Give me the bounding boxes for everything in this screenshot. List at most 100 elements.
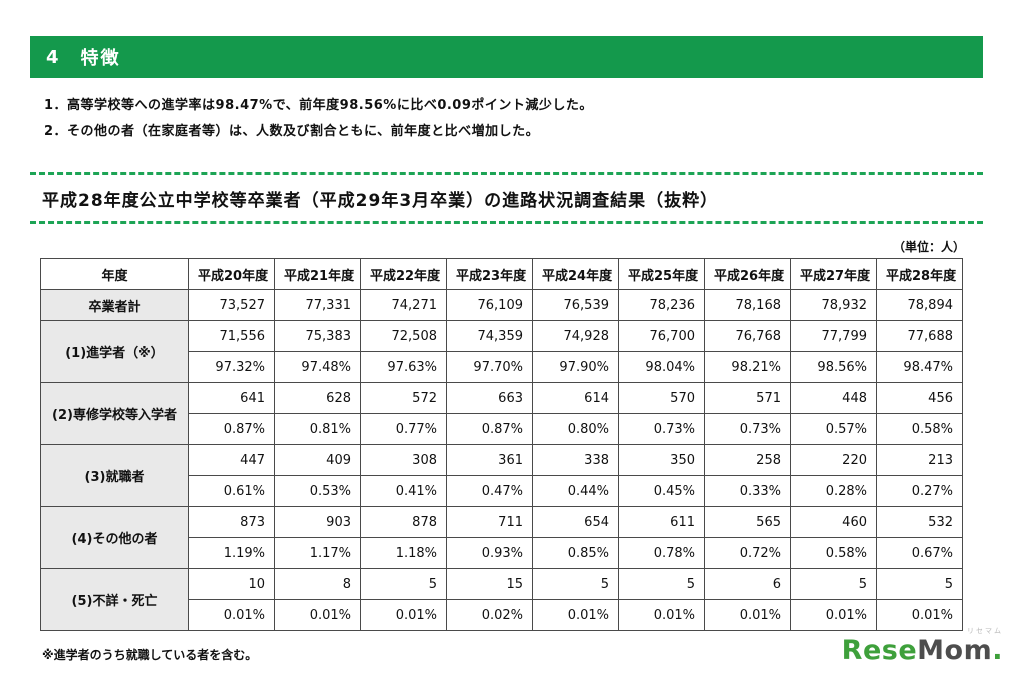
percent-cell: 0.33% [704,475,791,507]
count-cell: 15 [446,568,533,600]
year-column-header: 平成20年度 [188,258,275,290]
count-cell: 903 [274,506,361,538]
percent-cell: 98.47% [876,351,963,383]
note-line-1: 1．高等学校等への進学率は98.47%で、前年度98.56%に比べ0.09ポイン… [44,98,593,113]
footnote: ※進学者のうち就職している者を含む。 [42,648,258,662]
count-cell: 532 [876,506,963,538]
count-cell: 76,768 [704,320,791,352]
percent-cell: 0.67% [876,537,963,569]
percent-cell: 1.19% [188,537,275,569]
count-cell: 6 [704,568,791,600]
logo-dot: . [992,635,1003,666]
table-row: (4)その他の者 873 903 878 711 654 611 565 460 532 [40,506,963,569]
percent-cell: 97.48% [274,351,361,383]
count-cell: 611 [618,506,705,538]
percent-cell: 0.87% [446,413,533,445]
count-cell: 878 [360,506,447,538]
percent-cell: 0.27% [876,475,963,507]
notes-block: 1．高等学校等への進学率は98.47%で、前年度98.56%に比べ0.09ポイン… [44,93,973,145]
unit-label: （単位：人） [892,240,965,254]
percent-cell: 0.58% [790,537,877,569]
percent-cell: 0.73% [704,413,791,445]
count-cell: 258 [704,444,791,476]
percent-cell: 0.41% [360,475,447,507]
count-cell: 663 [446,382,533,414]
percent-cell: 0.01% [618,599,705,631]
percent-cell: 0.01% [790,599,877,631]
resemom-logo: リセマム ReseMom. [842,627,1003,666]
count-cell: 78,932 [790,289,877,321]
logo-part-rese: Rese [841,635,918,666]
count-cell: 76,539 [532,289,619,321]
count-cell: 77,799 [790,320,877,352]
percent-cell: 0.44% [532,475,619,507]
count-cell: 77,331 [274,289,361,321]
percent-cell: 0.77% [360,413,447,445]
row-label: (2)専修学校等入学者 [40,382,189,445]
percent-cell: 0.57% [790,413,877,445]
year-column-header: 平成24年度 [532,258,619,290]
percent-cell: 0.02% [446,599,533,631]
count-cell: 654 [532,506,619,538]
percent-cell: 0.80% [532,413,619,445]
count-cell: 456 [876,382,963,414]
percent-cell: 0.01% [360,599,447,631]
count-cell: 74,271 [360,289,447,321]
percent-cell: 0.87% [188,413,275,445]
year-column-header: 平成23年度 [446,258,533,290]
table-row: 97.32% 97.48% 97.63% 97.70% 97.90% 98.04% 98.2… [41,351,963,383]
count-cell: 460 [790,506,877,538]
logo-small-text: リセマム [967,627,1003,635]
year-column-header: 平成22年度 [360,258,447,290]
count-cell: 10 [188,568,275,600]
logo-text: ReseMom. [842,635,1003,666]
table-header-row: 年度 平成20年度 平成21年度 平成22年度 平成23年度 平成24年度 平成25年度 平成… [40,258,963,290]
count-cell: 571 [704,382,791,414]
percent-cell: 98.04% [618,351,705,383]
count-cell: 447 [188,444,275,476]
count-cell: 565 [704,506,791,538]
count-cell: 5 [532,568,619,600]
count-cell: 78,236 [618,289,705,321]
percent-cell: 0.01% [188,599,275,631]
percent-cell: 98.56% [790,351,877,383]
year-column-header: 平成25年度 [618,258,705,290]
section-number: 4 [46,46,59,68]
count-cell: 5 [876,568,963,600]
percent-cell: 0.61% [188,475,275,507]
count-cell: 77,688 [876,320,963,352]
percent-cell: 0.78% [618,537,705,569]
count-cell: 628 [274,382,361,414]
count-cell: 76,700 [618,320,705,352]
row-label: (5)不詳・死亡 [40,568,189,631]
percent-cell: 97.32% [188,351,275,383]
table-body: 卒業者計 73,527 77,331 74,271 76,109 76,539 78,236… [40,289,963,631]
note-line-2: 2．その他の者（在家庭者等）は、人数及び割合ともに、前年度と比べ増加した。 [44,124,540,139]
row-label: (4)その他の者 [40,506,189,569]
count-cell: 74,359 [446,320,533,352]
count-cell: 570 [618,382,705,414]
row-label: (1)進学者（※） [40,320,189,383]
count-cell: 873 [188,506,275,538]
count-cell: 5 [790,568,877,600]
percent-cell: 1.17% [274,537,361,569]
count-cell: 74,928 [532,320,619,352]
count-cell: 614 [532,382,619,414]
count-cell: 572 [360,382,447,414]
percent-cell: 0.85% [532,537,619,569]
row-label: 卒業者計 [40,289,189,321]
year-column-header: 平成26年度 [704,258,791,290]
count-cell: 76,109 [446,289,533,321]
year-column-header: 平成28年度 [876,258,963,290]
percent-cell: 0.93% [446,537,533,569]
count-cell: 5 [618,568,705,600]
results-table: 年度 平成20年度 平成21年度 平成22年度 平成23年度 平成24年度 平成25年度 平成… [40,258,963,631]
percent-cell: 0.01% [876,599,963,631]
table-row: (2)専修学校等入学者 641 628 572 663 614 570 571 448 456 [40,382,963,445]
logo-part-mom: Mom [917,635,993,666]
table-row: (5)不詳・死亡 10 8 5 15 5 5 6 5 5 [40,568,963,631]
section-header-bar: 4 特徴 [30,36,983,78]
year-column-header: 平成27年度 [790,258,877,290]
count-cell: 350 [618,444,705,476]
